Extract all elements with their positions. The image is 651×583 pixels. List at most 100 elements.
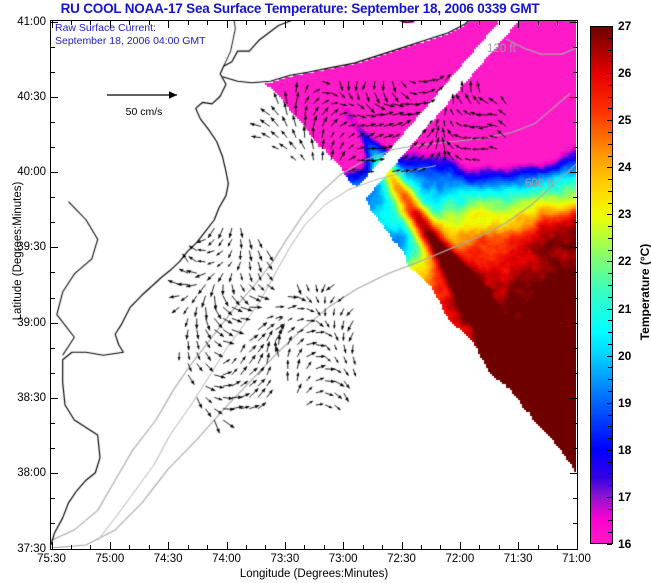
x-axis-minor-tick (401, 545, 403, 549)
colorbar-minor-tick (608, 49, 612, 51)
x-axis-minor-tick-top (70, 21, 72, 25)
x-axis-minor-tick-top (284, 21, 286, 25)
x-axis-minor-tick (479, 545, 481, 549)
x-axis-tick-label: 72:00 (445, 553, 475, 565)
colorbar-minor-tick (608, 320, 612, 322)
x-axis-minor-tick-top (440, 21, 442, 25)
colorbar-minor-tick (608, 379, 612, 381)
y-axis-minor-tick (51, 498, 55, 500)
y-axis-minor-tick-right (573, 222, 577, 224)
y-axis-minor-tick (51, 222, 55, 224)
colorbar-minor-tick (608, 61, 612, 63)
x-axis-tick-label: 71:30 (503, 553, 533, 565)
colorbar-minor-tick (608, 532, 612, 534)
x-axis-minor-tick (207, 545, 209, 549)
y-axis-minor-tick (51, 197, 55, 199)
y-axis-minor-tick-right (573, 473, 577, 475)
colorbar-tick (607, 120, 612, 122)
x-axis-minor-tick-top (537, 21, 539, 25)
colorbar-minor-tick (608, 37, 612, 39)
y-axis-minor-tick (51, 397, 55, 399)
colorbar-tick (607, 167, 612, 169)
colorbar-tick (607, 355, 612, 357)
y-axis-tick-label: 40:30 (17, 90, 46, 103)
y-axis-minor-tick (51, 448, 55, 450)
colorbar-tick-label: 26 (618, 66, 632, 81)
colorbar-minor-tick (608, 332, 612, 334)
colorbar-tick-label: 23 (618, 207, 632, 222)
colorbar-tick (607, 73, 612, 75)
y-axis-minor-tick-right (573, 397, 577, 399)
y-axis-minor-tick (51, 46, 55, 48)
surface-current-vector-canvas (51, 21, 576, 548)
colorbar-tick (607, 26, 612, 27)
colorbar-minor-tick (608, 390, 612, 392)
y-axis-minor-tick-right (573, 297, 577, 299)
x-axis-minor-tick-top (129, 21, 131, 25)
colorbar-minor-tick (608, 84, 612, 86)
vector-scale-label: 50 cm/s (125, 106, 163, 118)
colorbar-minor-tick (608, 190, 612, 192)
y-axis-minor-tick-right (573, 46, 577, 48)
colorbar-minor-tick (608, 414, 612, 416)
y-axis-minor-tick-right (573, 372, 577, 374)
x-axis-minor-tick (304, 545, 306, 549)
y-axis-tick-label: 40:00 (17, 166, 46, 179)
colorbar-minor-tick (608, 438, 612, 440)
x-axis-minor-tick-top (557, 21, 559, 25)
x-axis-minor-tick-top (401, 21, 403, 25)
y-axis-minor-tick (51, 548, 55, 550)
colorbar-tick-label: 27 (618, 19, 632, 33)
colorbar-tick (607, 496, 612, 498)
x-axis-tick-label: 75:30 (37, 553, 66, 565)
x-axis-minor-tick (576, 545, 578, 549)
page-title: RU COOL NOAA-17 Sea Surface Temperature:… (60, 1, 540, 16)
vector-scale-legend: 50 cm/s (99, 88, 189, 118)
x-axis-minor-tick-top (382, 21, 384, 25)
colorbar-minor-tick (608, 108, 612, 110)
colorbar-minor-tick (608, 520, 612, 522)
x-axis-minor-tick-top (323, 21, 325, 25)
y-axis-minor-tick-right (573, 423, 577, 425)
colorbar-gradient (591, 27, 612, 543)
x-axis-minor-tick-top (498, 21, 500, 25)
y-axis-minor-tick (51, 247, 55, 249)
y-axis-minor-tick (51, 322, 55, 324)
x-axis-minor-tick-top (90, 21, 92, 25)
colorbar-minor-tick (608, 367, 612, 369)
y-axis-tick-label: 37:30 (17, 542, 46, 555)
colorbar-tick (607, 214, 612, 216)
y-axis-tick-label: 38:00 (17, 467, 46, 480)
colorbar-tick-label: 20 (618, 348, 632, 363)
x-axis-minor-tick (51, 545, 53, 549)
y-axis-minor-tick (51, 21, 55, 23)
x-axis-tick-label: 72:30 (387, 553, 416, 565)
colorbar-minor-tick (608, 131, 612, 133)
colorbar-minor-tick (608, 155, 612, 157)
map-plot-area[interactable]: Raw Surface Current: September 18, 2006 … (50, 20, 578, 550)
x-axis-minor-tick-top (109, 21, 111, 25)
x-axis-minor-tick-top (207, 21, 209, 25)
y-axis-minor-tick-right (573, 272, 577, 274)
colorbar-minor-tick (608, 179, 612, 181)
temperature-colorbar[interactable] (590, 26, 613, 544)
colorbar-tick-label: 25 (618, 113, 632, 128)
depth-contour-label-120ft: 120 ft (487, 43, 516, 55)
x-axis-tick-label: 74:00 (212, 553, 241, 565)
x-axis-minor-tick-top (479, 21, 481, 25)
y-axis-minor-tick-right (573, 448, 577, 450)
current-timestamp-annotation: Raw Surface Current: September 18, 2006 … (55, 22, 206, 47)
colorbar-minor-tick (608, 296, 612, 298)
x-axis-minor-tick (440, 545, 442, 549)
y-axis-minor-tick (51, 473, 55, 475)
x-axis-minor-tick-top (518, 21, 520, 25)
x-axis-minor-tick (245, 545, 247, 549)
y-axis-tick-label: 38:30 (17, 391, 46, 404)
y-axis-minor-tick (51, 121, 55, 123)
y-axis-minor-tick (51, 423, 55, 425)
x-axis-minor-tick-top (343, 21, 345, 25)
colorbar-tick (607, 449, 612, 451)
depth-contour-label-600ft: 600 ft (525, 178, 554, 190)
x-axis-tick-label: 73:30 (270, 553, 300, 565)
colorbar-minor-tick (608, 343, 612, 345)
